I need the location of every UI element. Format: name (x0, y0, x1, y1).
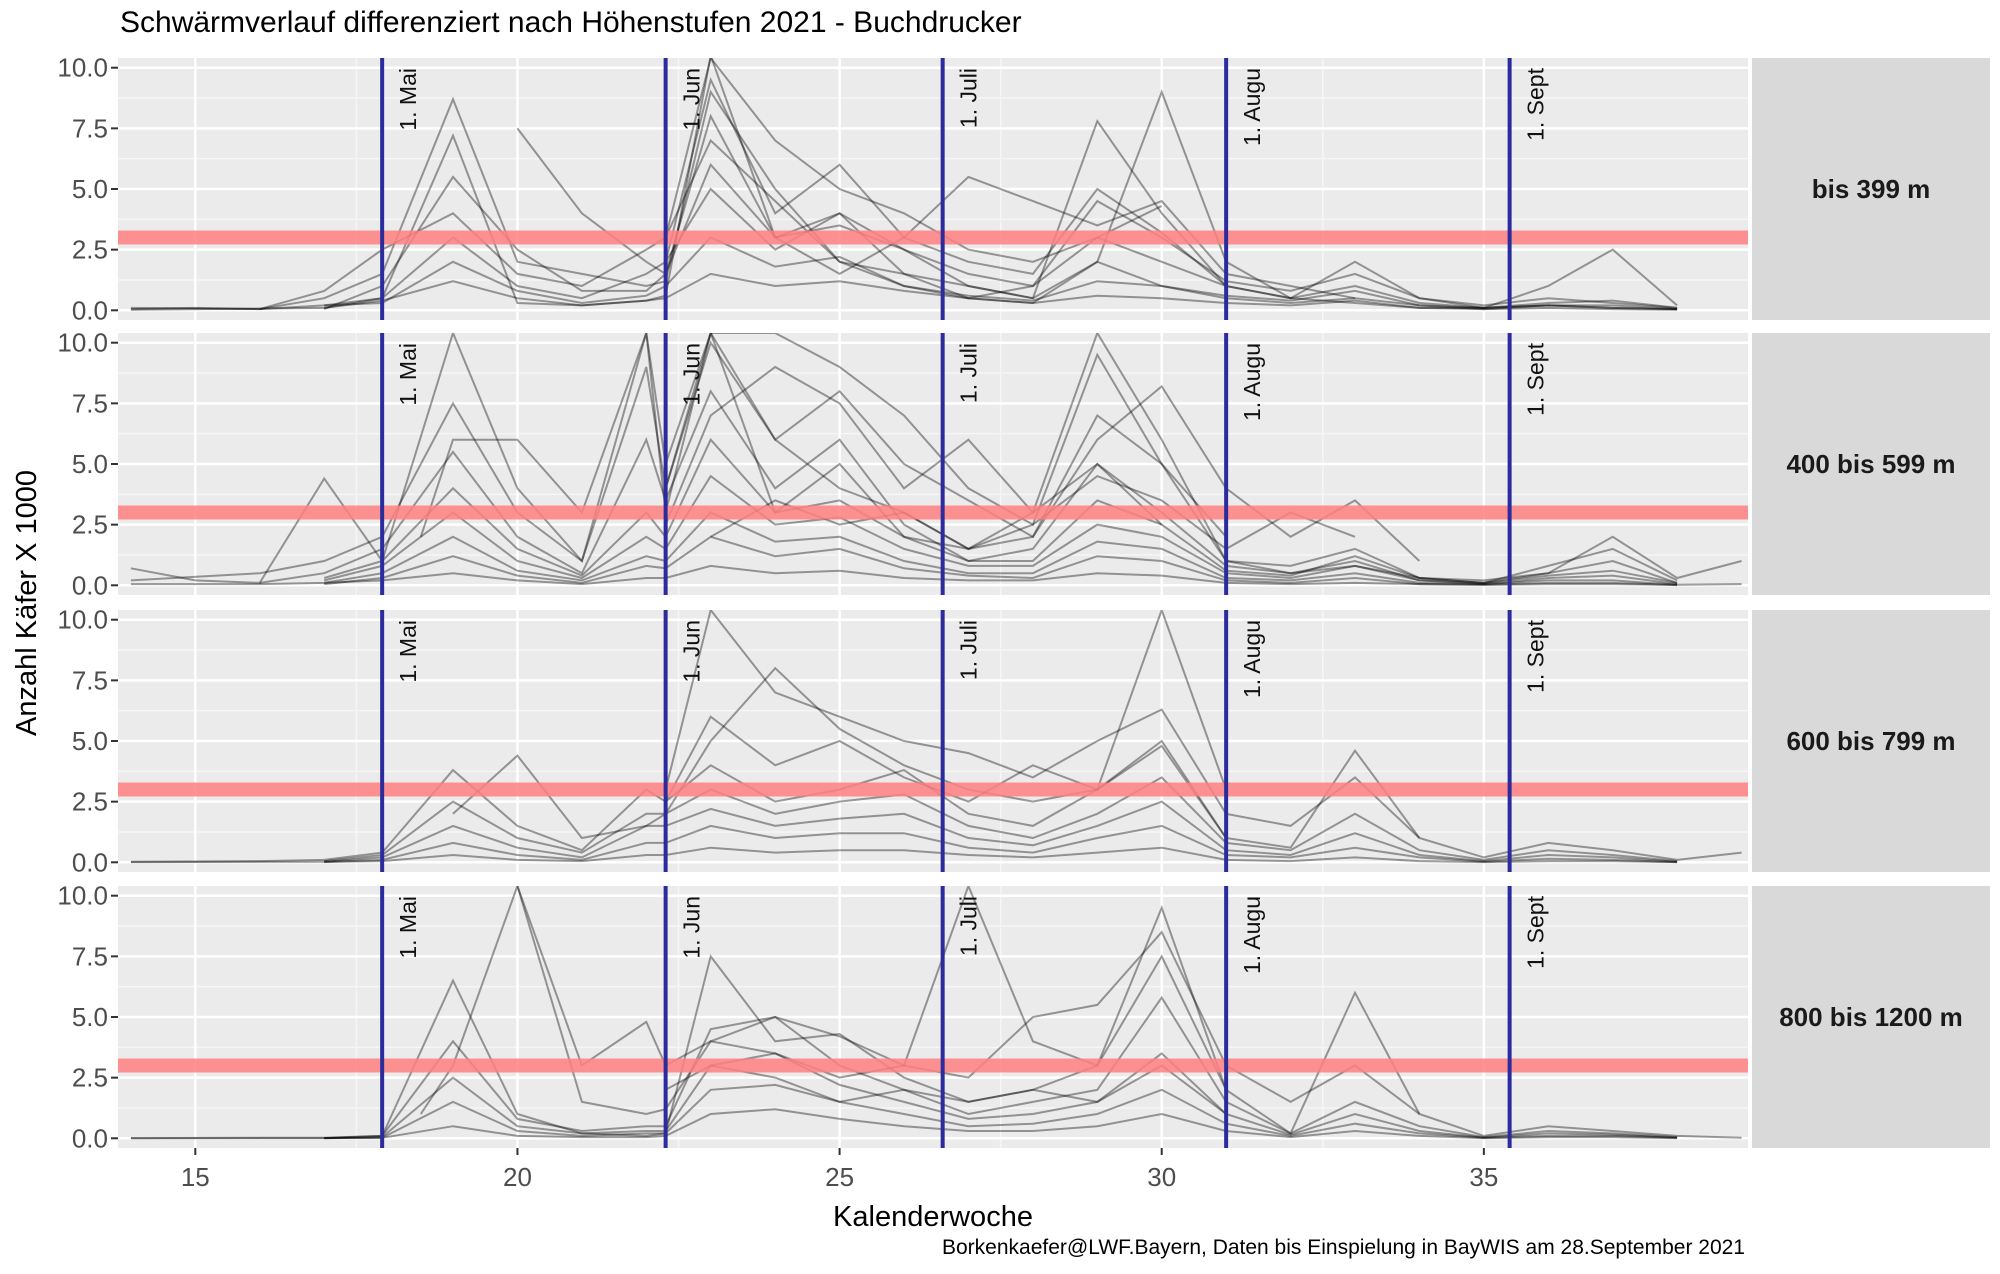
month-marker-label: 1. Mai (395, 896, 421, 959)
series-line (130, 272, 1678, 311)
series-line (130, 333, 1742, 584)
series-line (259, 89, 1678, 311)
series-line (323, 474, 1678, 586)
series-line (259, 389, 1678, 584)
series-line (324, 187, 1678, 311)
month-marker-label: 1. Jun (679, 68, 705, 131)
month-marker-label: 1. Juli (956, 68, 982, 128)
y-tick-label: 0.0 (72, 847, 108, 877)
month-marker-label: 1. Jun (679, 343, 705, 406)
series-line (130, 904, 1742, 1140)
series-line (324, 824, 1678, 864)
series-line (130, 846, 1678, 864)
month-marker-label: 1. Juli (956, 343, 982, 403)
series-line (130, 564, 1742, 586)
y-tick-label: 7.5 (72, 113, 108, 143)
series-line (323, 113, 1678, 311)
facet-strip (1752, 333, 1990, 595)
y-tick-label: 2.5 (72, 787, 108, 817)
x-tick-label: 30 (1147, 1162, 1176, 1192)
month-marker-label: 1. Augu (1239, 896, 1265, 974)
y-tick-label: 7.5 (72, 665, 108, 695)
month-marker-label: 1. Sept (1523, 895, 1549, 968)
facet-strip-label: bis 399 m (1812, 174, 1931, 204)
series-line (324, 800, 1678, 863)
month-marker-label: 1. Juli (956, 896, 982, 956)
y-tick-label: 7.5 (72, 388, 108, 418)
y-tick-label: 2.5 (72, 510, 108, 540)
y-tick-label: 10.0 (57, 53, 108, 83)
facet-strip (1752, 886, 1990, 1148)
series-line (130, 89, 1678, 311)
facet-strip-label: 800 bis 1200 m (1779, 1002, 1963, 1032)
y-tick-label: 0.0 (72, 570, 108, 600)
chart-caption: Borkenkaefer@LWF.Bayern, Daten bis Einsp… (941, 1236, 1745, 1259)
y-tick-label: 0.0 (72, 1123, 108, 1153)
facet-strip-label: 400 bis 599 m (1786, 449, 1955, 479)
month-marker-label: 1. Juli (956, 620, 982, 680)
x-tick-label: 20 (503, 1162, 532, 1192)
y-tick-label: 2.5 (72, 235, 108, 265)
y-tick-label: 10.0 (57, 328, 108, 358)
series-line (324, 776, 1678, 863)
y-axis-title: Anzahl Käfer X 1000 (11, 470, 43, 736)
series-line (664, 58, 1163, 263)
y-tick-label: 7.5 (72, 941, 108, 971)
y-tick-label: 2.5 (72, 1063, 108, 1093)
month-marker-label: 1. Mai (395, 343, 421, 406)
series-line (324, 511, 1678, 586)
series-line (324, 236, 1678, 311)
x-axis-title: Kalenderwoche (833, 1201, 1033, 1233)
month-marker-label: 1. Mai (395, 620, 421, 683)
month-marker-label: 1. Jun (679, 896, 705, 959)
x-tick-label: 15 (181, 1162, 210, 1192)
x-tick-label: 35 (1469, 1162, 1498, 1192)
series-line (324, 535, 1678, 587)
facet-strip (1752, 610, 1990, 872)
month-marker-label: 1. Sept (1523, 342, 1549, 415)
month-marker-label: 1. Augu (1239, 343, 1265, 421)
y-tick-label: 10.0 (57, 881, 108, 911)
month-marker-label: 1. Sept (1523, 619, 1549, 692)
y-tick-label: 5.0 (72, 1002, 108, 1032)
y-tick-label: 10.0 (57, 605, 108, 635)
series-line (324, 1052, 1678, 1140)
x-tick-label: 25 (825, 1162, 854, 1192)
y-tick-label: 5.0 (72, 449, 108, 479)
series-line (323, 437, 1678, 584)
series-line (324, 995, 1678, 1140)
month-marker-label: 1. Sept (1523, 67, 1549, 140)
series-line (419, 333, 1421, 562)
chart-title: Schwärmverlauf differenziert nach Höhens… (120, 6, 1022, 39)
y-tick-label: 5.0 (72, 726, 108, 756)
month-marker-label: 1. Augu (1239, 620, 1265, 698)
series-line (664, 76, 1227, 287)
y-tick-label: 0.0 (72, 295, 108, 325)
series-line (664, 365, 1163, 526)
series-line (664, 610, 1421, 839)
facet-strip (1752, 58, 1990, 320)
facet-strip-label: 600 bis 799 m (1786, 726, 1955, 756)
series-line (130, 1108, 1678, 1140)
month-marker-label: 1. Jun (679, 620, 705, 683)
series-line (664, 333, 1227, 538)
month-marker-label: 1. Mai (395, 68, 421, 131)
y-tick-label: 5.0 (72, 174, 108, 204)
series-line (324, 1083, 1678, 1140)
month-marker-label: 1. Augu (1239, 68, 1265, 146)
